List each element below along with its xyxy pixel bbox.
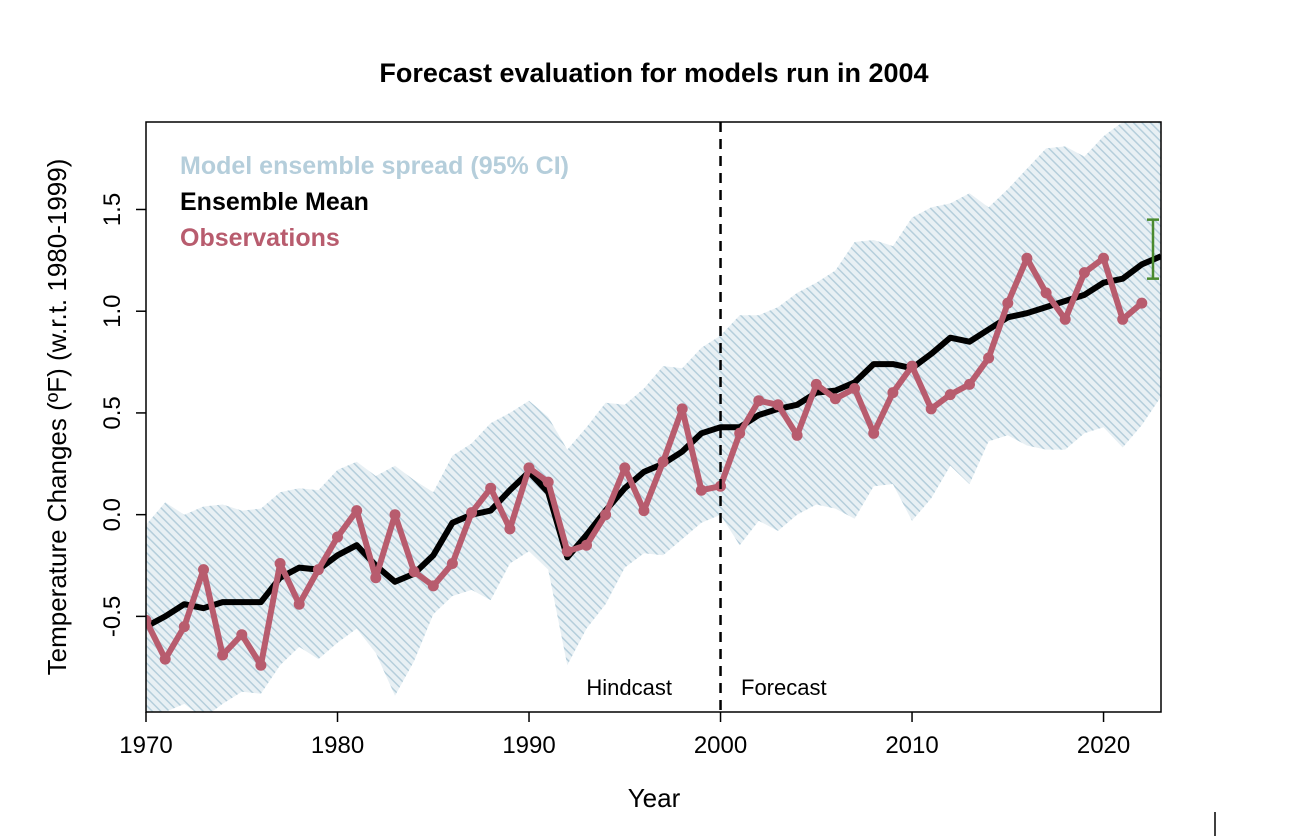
observation-point (485, 482, 497, 494)
observation-point (581, 539, 592, 551)
observation-point (370, 572, 382, 584)
observation-point (964, 378, 975, 390)
observation-point (542, 476, 554, 488)
y-tick-label: 1.5 (99, 193, 126, 226)
observation-point (619, 462, 631, 474)
chart-title: Forecast evaluation for models run in 20… (379, 58, 928, 88)
observation-point (1117, 313, 1129, 325)
observation-point (944, 389, 956, 401)
observation-point (255, 659, 267, 671)
legend-entry-observations: Observations (180, 224, 340, 252)
observation-point (293, 598, 305, 610)
x-axis-label: Year (628, 783, 681, 813)
observation-point (389, 509, 401, 521)
observation-point (868, 427, 880, 439)
y-tick-label: 0.5 (99, 396, 126, 429)
plot-area (146, 122, 1161, 712)
observation-point (351, 505, 363, 517)
observation-point (1002, 297, 1014, 309)
forecast-label: Forecast (741, 675, 827, 700)
observation-point (217, 649, 229, 661)
observation-point (178, 621, 190, 633)
observation-point (810, 378, 822, 390)
legend-entry-ensemble-spread: Model ensemble spread (95% CI) (180, 152, 569, 180)
observation-point (561, 545, 573, 557)
observation-point (676, 403, 688, 415)
observation-point (236, 629, 248, 641)
observation-point (146, 614, 152, 626)
x-tick-label: 2000 (694, 732, 747, 759)
observation-point (657, 456, 669, 468)
observation-point (408, 566, 420, 578)
observation-point (734, 427, 746, 439)
y-tick-label: 1.0 (99, 295, 126, 328)
x-tick-label: 1990 (502, 732, 555, 759)
x-tick-label: 2010 (885, 732, 938, 759)
observation-point (1078, 267, 1090, 279)
observation-point (446, 558, 458, 569)
observation-point (504, 523, 516, 535)
observation-point (600, 509, 612, 521)
observation-point (772, 399, 784, 411)
plot-frame (145, 121, 1162, 713)
observation-point (427, 580, 439, 592)
observation-point (1059, 313, 1071, 325)
observation-point (849, 383, 861, 394)
observation-point (983, 352, 995, 364)
observation-point (1136, 297, 1148, 309)
observation-point (695, 484, 707, 496)
observation-point (159, 653, 171, 665)
observation-point (925, 403, 937, 415)
observation-point (1098, 252, 1109, 264)
x-tick-label: 1980 (311, 732, 364, 759)
axes: 1970 1980 1990 2000 2010 2020 -0.5 0.0 0.5 1.0 1.5 (99, 122, 1159, 759)
observation-point (638, 505, 650, 517)
y-tick-label: 0.0 (99, 498, 126, 531)
y-tick-label: -0.5 (99, 596, 126, 637)
hindcast-label: Hindcast (586, 675, 672, 700)
observation-point (1040, 287, 1052, 299)
observation-point (274, 558, 286, 569)
x-tick-label: 2020 (1077, 732, 1130, 759)
observation-point (753, 395, 765, 407)
observation-point (466, 507, 478, 519)
observation-point (829, 393, 841, 405)
observation-point (198, 564, 209, 576)
observation-point (887, 387, 899, 399)
y-axis-label: Temperature Changes (ºF) (w.r.t. 1980-19… (42, 159, 72, 676)
observation-point (791, 429, 803, 441)
legend-entry-ensemble-mean: Ensemble Mean (180, 188, 369, 216)
observation-point (312, 564, 324, 576)
observation-point (1021, 252, 1033, 264)
observation-point (332, 531, 343, 543)
ensemble-spread-band (146, 122, 1161, 712)
observation-point (523, 462, 535, 474)
x-tick-label: 1970 (119, 732, 172, 759)
observation-point (906, 360, 918, 372)
